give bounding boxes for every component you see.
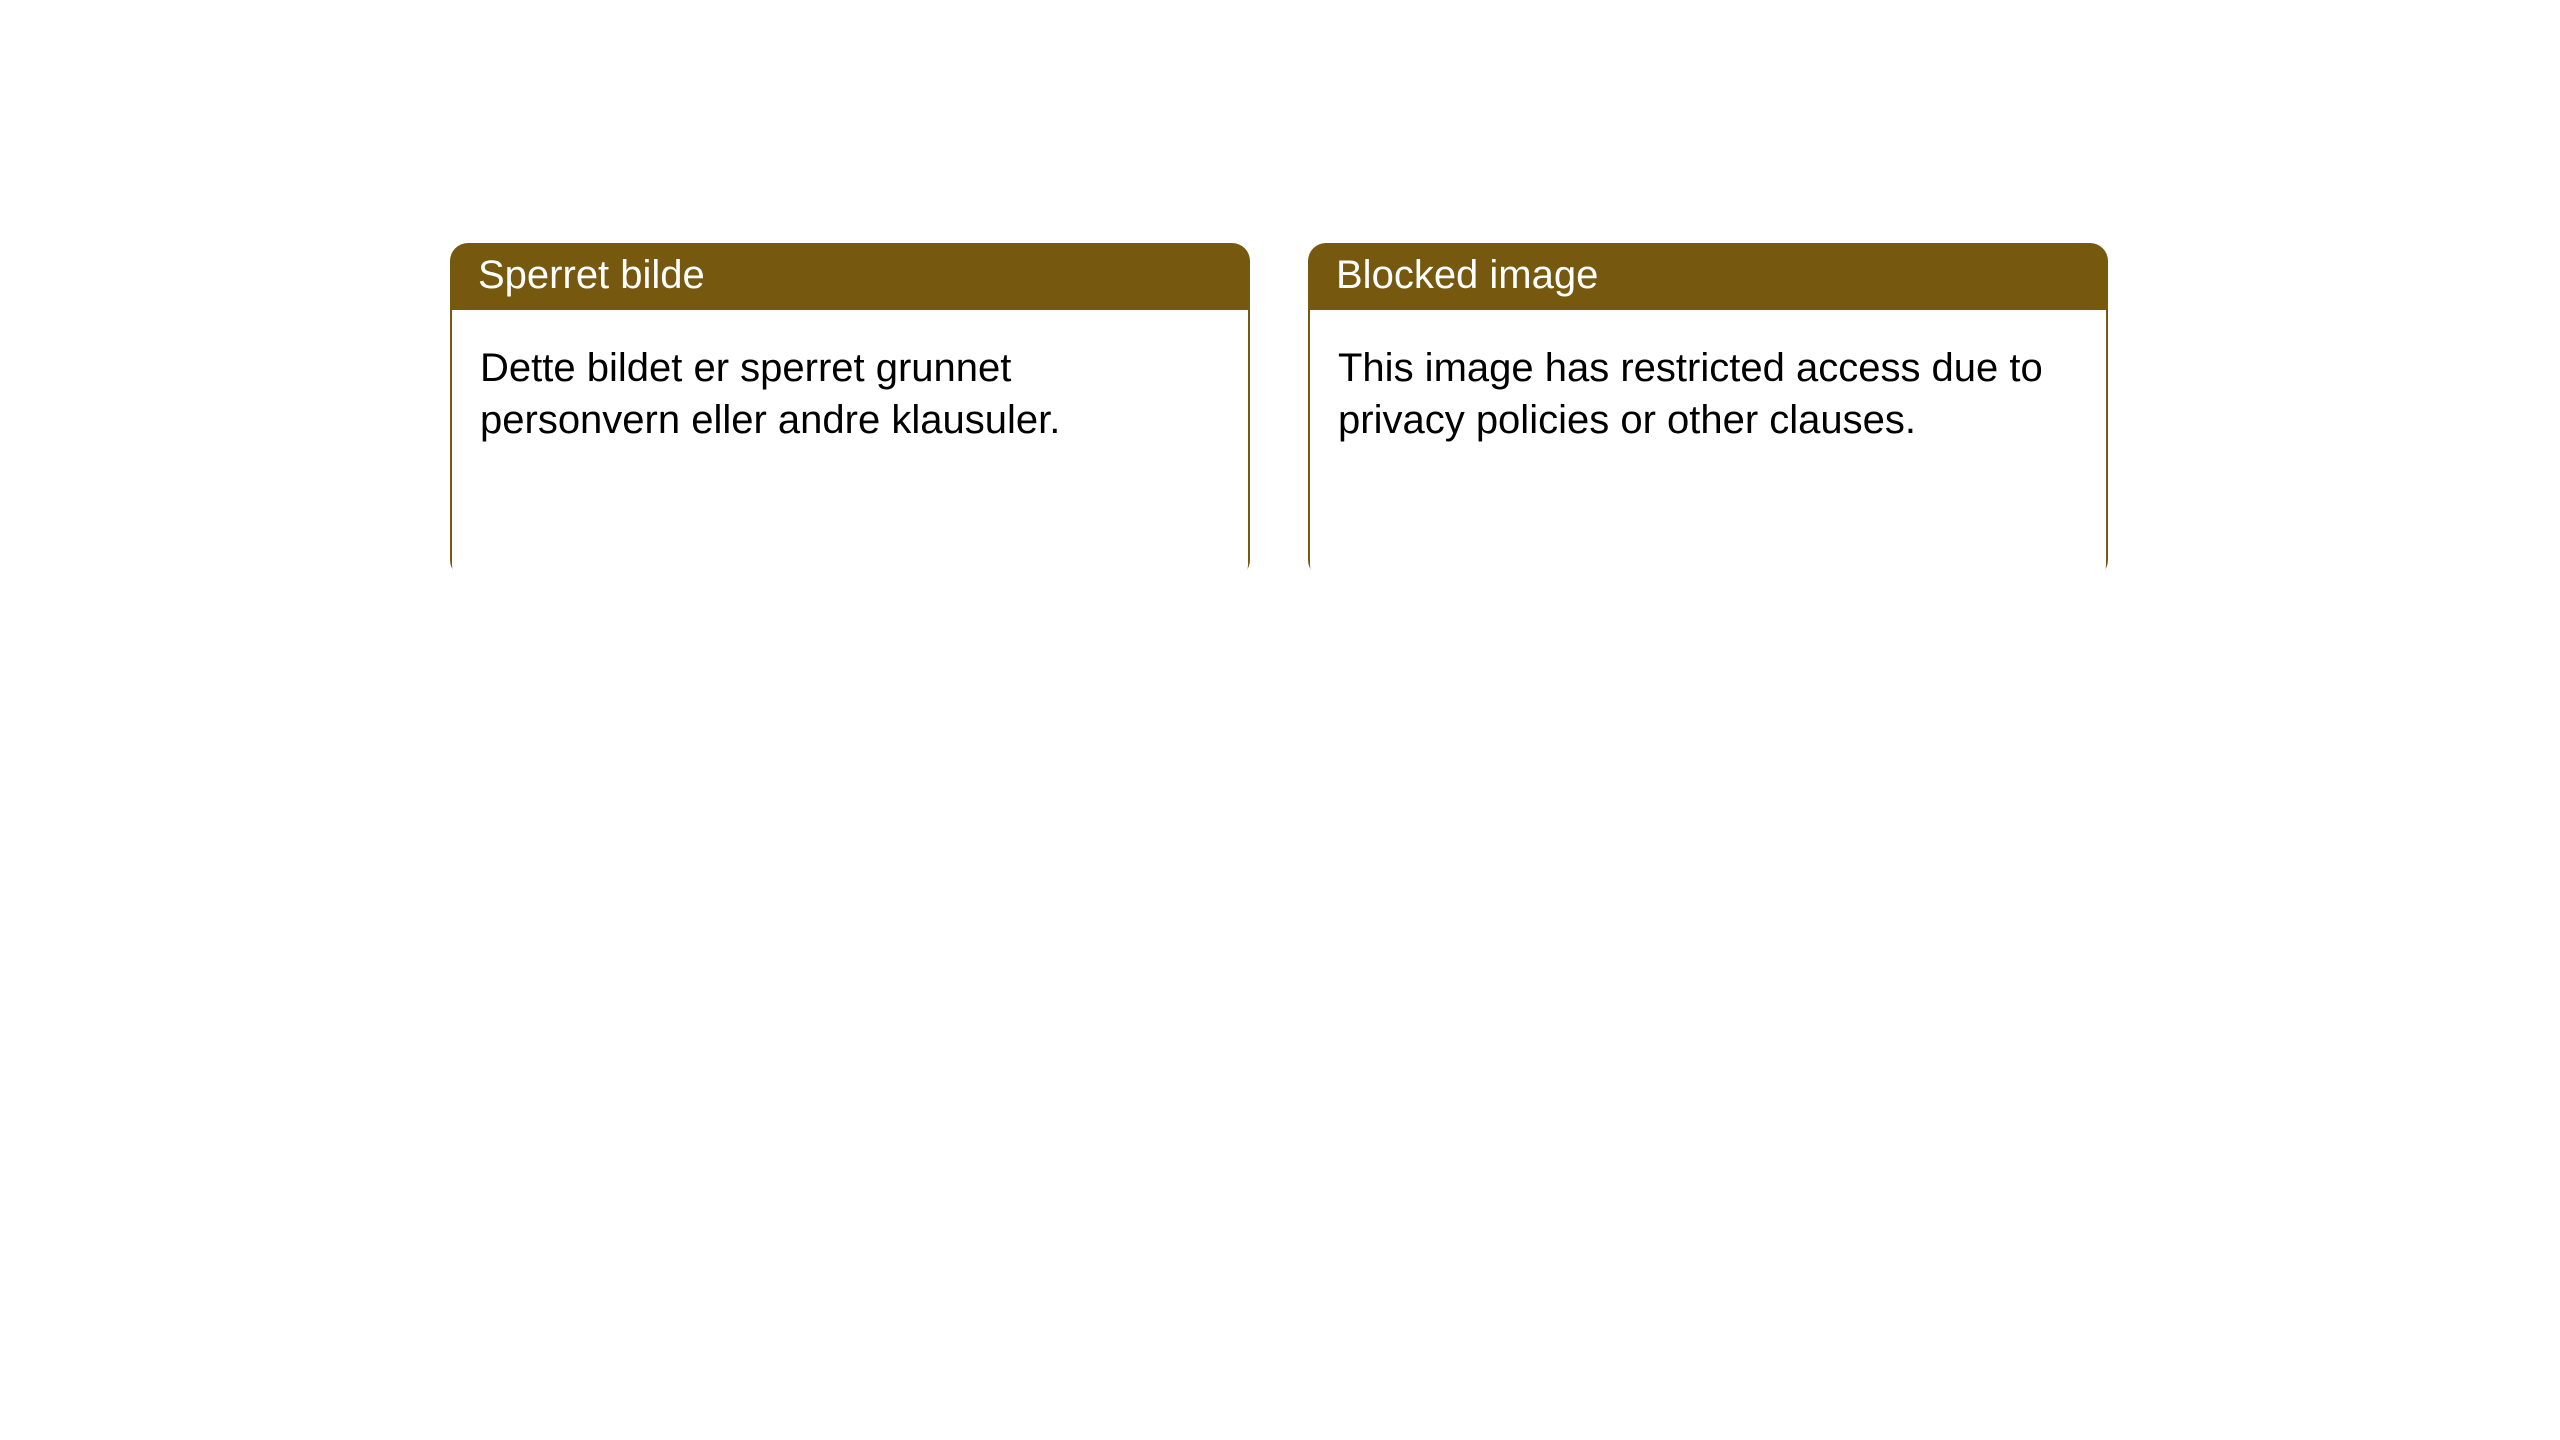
blocked-image-card-no: Sperret bilde Dette bildet er sperret gr…: [450, 243, 1250, 578]
card-body-en: This image has restricted access due to …: [1308, 310, 2108, 578]
card-container: Sperret bilde Dette bildet er sperret gr…: [0, 0, 2560, 578]
card-body-no: Dette bildet er sperret grunnet personve…: [450, 310, 1250, 578]
card-header-en: Blocked image: [1308, 243, 2108, 310]
blocked-image-card-en: Blocked image This image has restricted …: [1308, 243, 2108, 578]
card-header-no: Sperret bilde: [450, 243, 1250, 310]
